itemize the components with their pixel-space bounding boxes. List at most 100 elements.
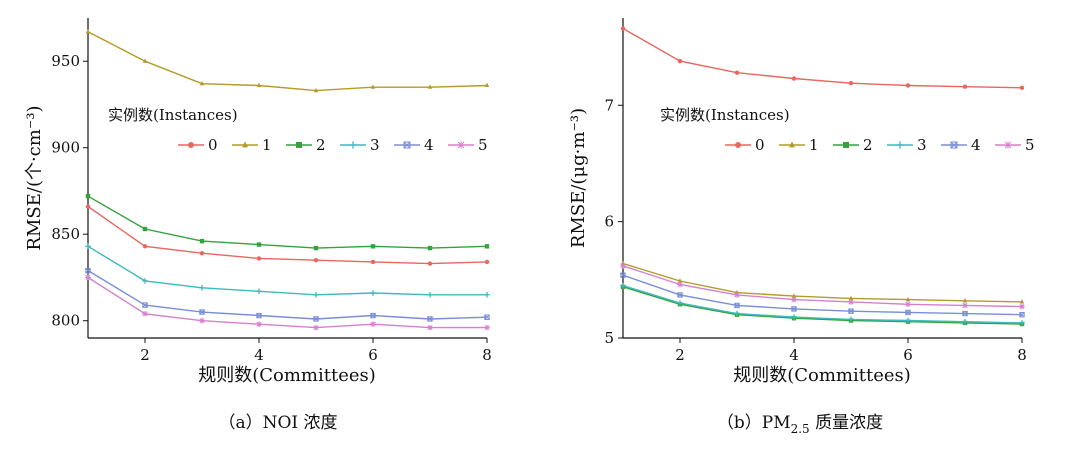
chart-a-legend-label-1: 1 xyxy=(262,136,272,154)
chart-a-ytick-label: 900 xyxy=(51,139,80,157)
chart-b-series-4-line xyxy=(622,274,1023,316)
chart-b-series-5-point xyxy=(848,299,854,305)
chart-b-legend-marker-2 xyxy=(843,142,849,148)
chart-b-xtick-label: 4 xyxy=(789,346,799,364)
chart-b-series-5-point xyxy=(620,263,626,269)
chart-b-series-0-point xyxy=(848,80,854,86)
chart-b: 2 4 6 8 5 6 7 实例数(Instances) 0 1 2 3 4 5 RMSE/(μg·m… xyxy=(568,18,1035,436)
chart-b-series-1-line xyxy=(622,262,1023,303)
chart-b-series-1-point xyxy=(848,295,854,301)
chart-b-series-5-point xyxy=(1019,303,1025,310)
chart-b-series-3-point xyxy=(1019,320,1025,326)
chart-a-series-0-point xyxy=(142,244,148,249)
chart-b-caption: （b）PM2.5 质量浓度 xyxy=(717,413,883,436)
chart-a-legend-label-0: 0 xyxy=(208,136,218,154)
chart-a-series-3-point xyxy=(484,291,490,298)
chart-a-series-0-line xyxy=(87,205,488,265)
chart-a-series-1-point xyxy=(427,84,433,89)
chart-a-series-3-point xyxy=(256,288,262,295)
chart-b-legend-label-4: 4 xyxy=(971,136,981,154)
chart-a-series-0-point xyxy=(85,204,91,209)
chart-a-legend-label-4: 4 xyxy=(424,136,434,154)
chart-b-xlabel: 规则数(Committees) xyxy=(733,365,911,386)
chart-a-series-5-point xyxy=(199,317,205,324)
chart-b-series-5-line xyxy=(622,265,1023,308)
chart-a-series-2-point xyxy=(370,244,376,249)
chart-a-series-4-point xyxy=(199,309,205,315)
chart-a-series-0-point xyxy=(484,259,490,265)
chart-a-series-0-point xyxy=(199,251,205,256)
chart-a-series-2-point xyxy=(85,193,91,199)
chart-a-xtick-label: 6 xyxy=(368,346,378,364)
chart-a-series-0-point xyxy=(256,256,262,261)
chart-b-xtick-label: 6 xyxy=(903,346,913,364)
chart-a-series-5-point xyxy=(484,324,490,331)
chart-a-series-3-point xyxy=(85,243,91,250)
chart-b-series-1-point xyxy=(905,296,911,302)
chart-a-legend-title: 实例数(Instances) xyxy=(108,106,238,124)
chart-b-caption-main: （b）PM xyxy=(717,413,791,433)
chart-a-series-5-point xyxy=(85,274,91,281)
chart-b-caption-tail: 质量浓度 xyxy=(810,413,883,433)
chart-b-series-0-point xyxy=(791,76,797,81)
chart-a-series-5-line xyxy=(87,276,487,329)
chart-a: 2 4 6 8 800 850 900 950 实例数(Instances) 0 1 2 3 4 5 R… xyxy=(24,18,492,433)
chart-b-series-4-point xyxy=(905,309,911,316)
chart-a-series-2-point xyxy=(256,242,262,247)
chart-b-series-3-point xyxy=(962,318,968,325)
chart-a-series-3-line xyxy=(87,245,487,296)
chart-a-series-2-point xyxy=(427,245,433,251)
chart-a-legend-marker-1 xyxy=(242,141,248,148)
chart-a-series-3-point xyxy=(199,285,205,291)
chart-b-series-4-point xyxy=(791,306,797,312)
chart-a-legend-label-5: 5 xyxy=(478,136,488,154)
chart-a-legend-marker-4 xyxy=(403,141,411,149)
chart-a-xtick-label: 8 xyxy=(482,346,492,364)
chart-b-ytick-label: 6 xyxy=(604,213,614,231)
chart-b-xtick-label: 8 xyxy=(1017,346,1027,364)
chart-b-legend-marker-0 xyxy=(735,142,741,148)
chart-b-series-0-point xyxy=(620,26,626,31)
chart-b-xtick-label: 2 xyxy=(675,346,685,364)
chart-a-legend-label-2: 2 xyxy=(316,136,326,154)
chart-a-series-1-point xyxy=(142,58,148,63)
chart-b-caption-sub: 2.5 xyxy=(791,422,810,436)
chart-a-series-1-point xyxy=(199,80,205,86)
chart-a-ylabel: RMSE/(个·cm⁻³) xyxy=(24,105,45,250)
chart-b-series-3-point xyxy=(734,310,740,317)
chart-b-legend-title: 实例数(Instances) xyxy=(660,106,790,124)
chart-a-series-4-point xyxy=(484,314,490,320)
chart-b-legend-marker-4 xyxy=(950,141,958,149)
chart-a-series-3-point xyxy=(142,278,148,284)
chart-a-series-5-point xyxy=(256,321,262,327)
chart-a-legend-label-3: 3 xyxy=(370,136,380,154)
chart-b-series-3-point xyxy=(620,282,626,289)
chart-a-series-5-point xyxy=(370,321,376,327)
chart-a-series-5-point xyxy=(142,310,148,317)
chart-b-series-3-point xyxy=(905,317,911,324)
chart-b-series-1-point xyxy=(791,293,797,298)
chart-a-series-4-point xyxy=(256,312,262,319)
chart-b-series-3-point xyxy=(848,316,854,323)
chart-b-ylabel: RMSE/(μg·m⁻³) xyxy=(568,108,589,248)
chart-a-legend-marker-2 xyxy=(296,142,302,148)
chart-b-ytick-label: 7 xyxy=(604,96,614,114)
chart-b-series-1-point xyxy=(677,278,683,283)
chart-a-legend-marker-0 xyxy=(188,142,194,148)
chart-a-series-3-point xyxy=(313,291,319,298)
chart-a-series-3-point xyxy=(370,290,376,296)
chart-a-xlabel: 规则数(Committees) xyxy=(198,365,376,386)
chart-b-series-4-point xyxy=(734,302,740,309)
chart-a-xtick-label: 2 xyxy=(140,346,150,364)
chart-b-series-3-line xyxy=(622,284,1023,324)
chart-b-series-4-point xyxy=(677,292,683,298)
chart-a-legend-marker-5 xyxy=(457,141,465,149)
chart-b-series-5-point xyxy=(677,281,683,288)
chart-b-legend-marker-5 xyxy=(1004,141,1012,149)
chart-b-series-3-point xyxy=(677,300,683,306)
chart-b-series-4-point xyxy=(620,272,626,278)
chart-a-series-2-point xyxy=(484,244,490,249)
chart-a-series-4-point xyxy=(370,312,376,319)
chart-b-series-3-point xyxy=(791,314,797,320)
chart-b-series-1-point xyxy=(1019,299,1025,304)
